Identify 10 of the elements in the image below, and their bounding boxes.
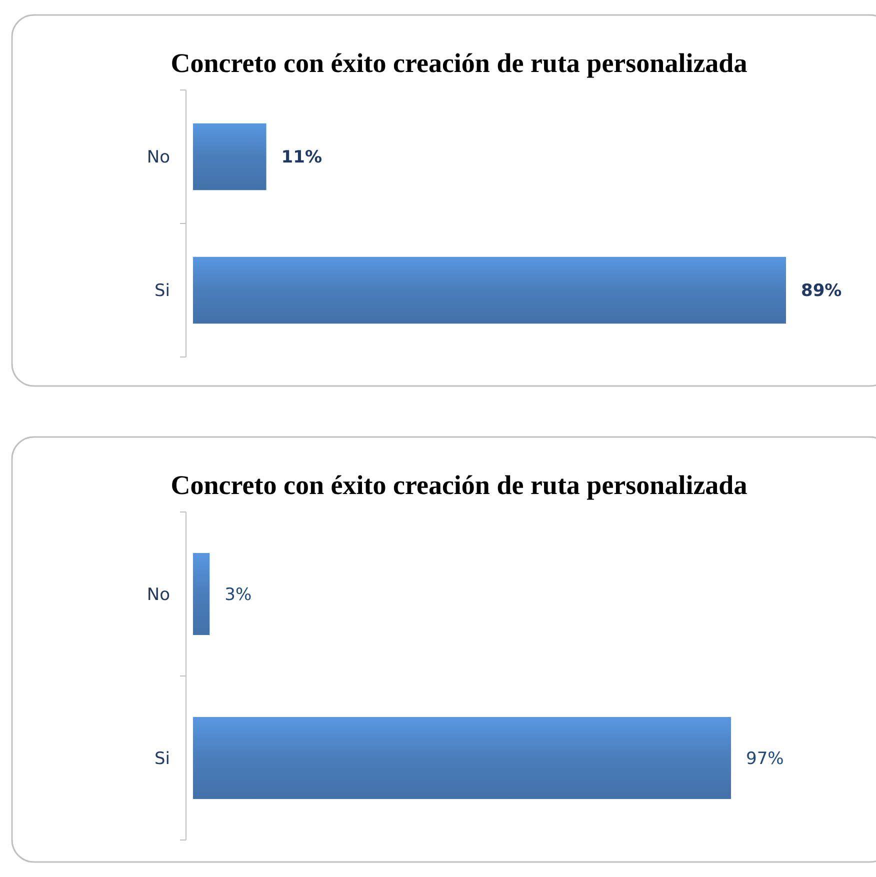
chart-title: Concreto con éxito creación de ruta personalizada: [170, 48, 748, 78]
data-label: 97%: [746, 748, 784, 769]
y-tick-label: Si: [154, 748, 170, 769]
y-tick-label: No: [146, 148, 170, 168]
data-label: 3%: [224, 584, 252, 605]
data-label: 89%: [801, 281, 842, 302]
y-tick-label: Si: [154, 281, 170, 302]
data-label: 11%: [281, 148, 322, 168]
chart-title: Concreto con éxito creación de ruta personalizada: [170, 470, 748, 500]
y-tick-label: No: [146, 584, 170, 605]
